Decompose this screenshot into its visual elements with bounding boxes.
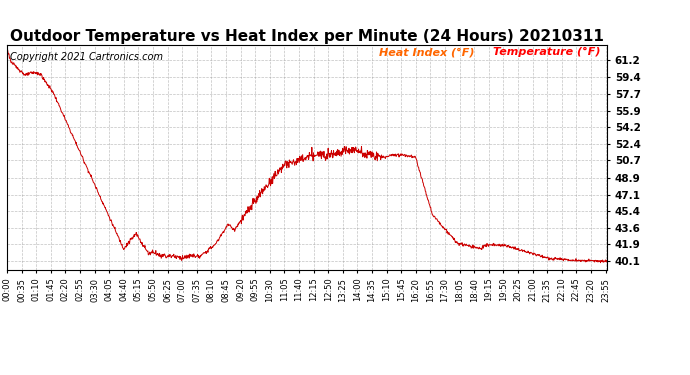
- Title: Outdoor Temperature vs Heat Index per Minute (24 Hours) 20210311: Outdoor Temperature vs Heat Index per Mi…: [10, 29, 604, 44]
- Text: Heat Index (°F): Heat Index (°F): [379, 47, 475, 57]
- Text: Temperature (°F): Temperature (°F): [493, 47, 600, 57]
- Text: Copyright 2021 Cartronics.com: Copyright 2021 Cartronics.com: [10, 52, 163, 62]
